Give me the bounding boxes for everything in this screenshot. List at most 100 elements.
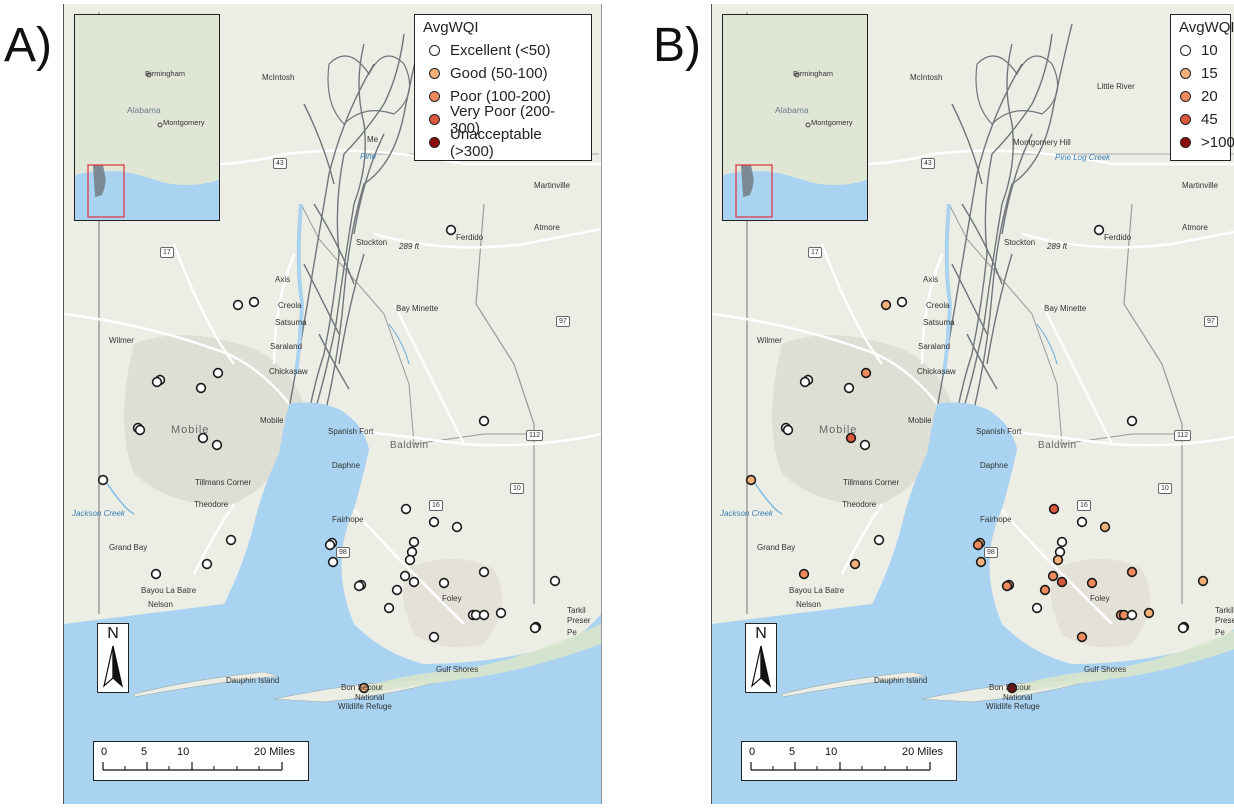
sample-site-marker[interactable] [211, 439, 223, 451]
sample-site-marker[interactable] [1006, 682, 1018, 694]
sample-site-marker[interactable] [1126, 609, 1138, 621]
river [313, 43, 366, 415]
sample-site-marker[interactable] [408, 536, 420, 548]
sample-site-marker[interactable] [529, 622, 541, 634]
sample-site-marker[interactable] [134, 424, 146, 436]
highway-shield-16: 16 [1077, 500, 1091, 511]
road [1021, 230, 1234, 249]
sample-site-marker[interactable] [1197, 575, 1209, 587]
sample-site-marker[interactable] [799, 376, 811, 388]
sample-site-marker[interactable] [428, 631, 440, 643]
place-label-bay-minette: Bay Minette [1044, 304, 1087, 313]
sample-site-marker[interactable] [225, 534, 237, 546]
sample-site-marker[interactable] [1076, 631, 1088, 643]
legend-a-title: AvgWQI [423, 19, 479, 36]
sample-site-marker[interactable] [353, 580, 365, 592]
sample-site-marker[interactable] [1143, 607, 1155, 619]
sample-site-marker[interactable] [849, 558, 861, 570]
sample-site-marker[interactable] [1177, 622, 1189, 634]
sample-site-marker[interactable] [859, 439, 871, 451]
sample-site-marker[interactable] [845, 432, 857, 444]
sample-site-marker[interactable] [445, 224, 457, 236]
place-label-creola: Creola [926, 301, 950, 310]
inset-svg [75, 15, 219, 220]
place-label-pensacola: Pe [1215, 628, 1225, 637]
sample-site-marker[interactable] [201, 558, 213, 570]
sample-site-marker[interactable] [400, 503, 412, 515]
place-label-stockton: Stockton [1004, 238, 1036, 247]
place-label-stockton: Stockton [356, 238, 388, 247]
place-label-preserve: Preser [567, 616, 591, 625]
sample-site-marker[interactable] [358, 682, 370, 694]
highway-shield-97: 97 [1204, 316, 1218, 327]
sample-site-marker[interactable] [150, 568, 162, 580]
gulf-shore [364, 624, 601, 694]
sample-site-marker[interactable] [408, 576, 420, 588]
highway-shield-98: 98 [984, 547, 998, 558]
sample-site-marker[interactable] [478, 566, 490, 578]
sample-site-marker[interactable] [1039, 584, 1051, 596]
sample-site-marker[interactable] [195, 382, 207, 394]
sample-site-marker[interactable] [1052, 554, 1064, 566]
county-boundary [948, 203, 1182, 445]
place-label-satsuma: Satsuma [275, 318, 307, 327]
sample-site-marker[interactable] [1086, 577, 1098, 589]
sample-site-marker[interactable] [212, 367, 224, 379]
sample-site-marker[interactable] [1056, 536, 1068, 548]
inset-extent-box [87, 164, 125, 218]
place-label-grand-bay: Grand Bay [757, 543, 796, 552]
sample-site-marker[interactable] [1047, 570, 1059, 582]
place-label-pine: Pine [360, 152, 377, 161]
place-label-preserve: Preser [1215, 616, 1234, 625]
sample-site-marker[interactable] [896, 296, 908, 308]
sample-site-marker[interactable] [391, 584, 403, 596]
sample-site-marker[interactable] [1031, 602, 1043, 614]
sample-site-marker[interactable] [782, 424, 794, 436]
sample-site-marker[interactable] [438, 577, 450, 589]
sample-site-marker[interactable] [860, 367, 872, 379]
sample-site-marker[interactable] [1126, 566, 1138, 578]
sample-site-marker[interactable] [327, 556, 339, 568]
scale-tick-10: 10 [825, 746, 838, 758]
sample-site-marker[interactable] [478, 415, 490, 427]
sample-site-marker[interactable] [1126, 415, 1138, 427]
sample-site-marker[interactable] [975, 556, 987, 568]
place-label-daphne: Daphne [332, 461, 361, 470]
sample-site-marker[interactable] [798, 568, 810, 580]
river [951, 103, 983, 185]
sample-site-marker[interactable] [428, 516, 440, 528]
river [966, 333, 998, 390]
river [951, 263, 988, 335]
sample-site-marker[interactable] [232, 299, 244, 311]
sample-site-marker[interactable] [1048, 503, 1060, 515]
sample-site-marker[interactable] [745, 474, 757, 486]
sample-site-marker[interactable] [197, 432, 209, 444]
sample-site-marker[interactable] [495, 607, 507, 619]
sample-site-marker[interactable] [1099, 521, 1111, 533]
sample-site-marker[interactable] [972, 539, 984, 551]
sample-site-marker[interactable] [324, 539, 336, 551]
sample-site-marker[interactable] [843, 382, 855, 394]
place-label-creola: Creola [278, 301, 302, 310]
scale-tick-0: 0 [749, 746, 756, 758]
sample-site-marker[interactable] [880, 299, 892, 311]
place-label-bayou-la-batre: Bayou La Batre [789, 586, 845, 595]
north-arrow-icon [751, 645, 771, 688]
sample-site-marker[interactable] [1001, 580, 1013, 592]
sample-site-marker[interactable] [97, 474, 109, 486]
sample-site-marker[interactable] [248, 296, 260, 308]
sample-site-marker[interactable] [404, 554, 416, 566]
sample-site-marker[interactable] [1093, 224, 1105, 236]
legend-label: >100 [1201, 134, 1234, 151]
sample-site-marker[interactable] [151, 376, 163, 388]
sample-site-marker[interactable] [873, 534, 885, 546]
place-label-mobile-city: Mobile [819, 424, 858, 436]
sample-site-marker[interactable] [549, 575, 561, 587]
sample-site-marker[interactable] [383, 602, 395, 614]
sample-site-marker[interactable] [478, 609, 490, 621]
scale-tick-5: 5 [141, 746, 148, 758]
sample-site-marker[interactable] [451, 521, 463, 533]
sample-site-marker[interactable] [1076, 516, 1088, 528]
sample-site-marker[interactable] [399, 570, 411, 582]
sample-site-marker[interactable] [1056, 576, 1068, 588]
